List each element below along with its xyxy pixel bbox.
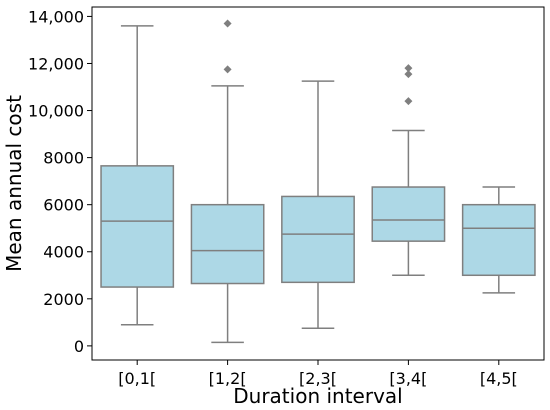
x-tick-label: [3,4[	[389, 369, 427, 388]
y-tick-label: 2000	[43, 290, 84, 309]
outlier-point	[404, 97, 413, 106]
outlier-point	[223, 65, 232, 74]
box-group-4	[371, 64, 446, 277]
box-group-2	[190, 19, 265, 344]
box-iqr	[461, 203, 536, 277]
y-tick-label: 10,000	[28, 102, 84, 121]
outlier-point	[404, 64, 413, 73]
plot-area	[100, 19, 536, 344]
x-tick-label: [4,5[	[480, 369, 518, 388]
box-iqr	[281, 195, 355, 284]
box-group-5	[461, 186, 536, 294]
y-axis-label: Mean annual cost	[2, 95, 26, 272]
box-iqr	[100, 165, 175, 288]
y-tick-label: 0	[74, 337, 84, 356]
y-tick-label: 12,000	[28, 54, 84, 73]
x-tick-label: [1,2[	[209, 369, 247, 388]
box-group-1	[100, 25, 175, 326]
box-group-3	[281, 80, 355, 329]
x-tick-label: [0,1[	[118, 369, 156, 388]
axes: 0 2000 4000 6000 8000 10,000 12,000 14,000 [0,1[…	[28, 6, 545, 388]
x-tick-label: [2,3[	[299, 369, 337, 388]
y-tick-label: 4000	[43, 243, 84, 262]
x-axis-label: Duration interval	[233, 384, 402, 408]
box-iqr	[371, 186, 446, 242]
outlier-point	[404, 70, 413, 79]
y-tick-label: 8000	[43, 149, 84, 168]
y-tick-label: 14,000	[28, 7, 84, 26]
outlier-point	[223, 19, 232, 28]
box-iqr	[190, 203, 265, 285]
y-tick-label: 6000	[43, 196, 84, 215]
